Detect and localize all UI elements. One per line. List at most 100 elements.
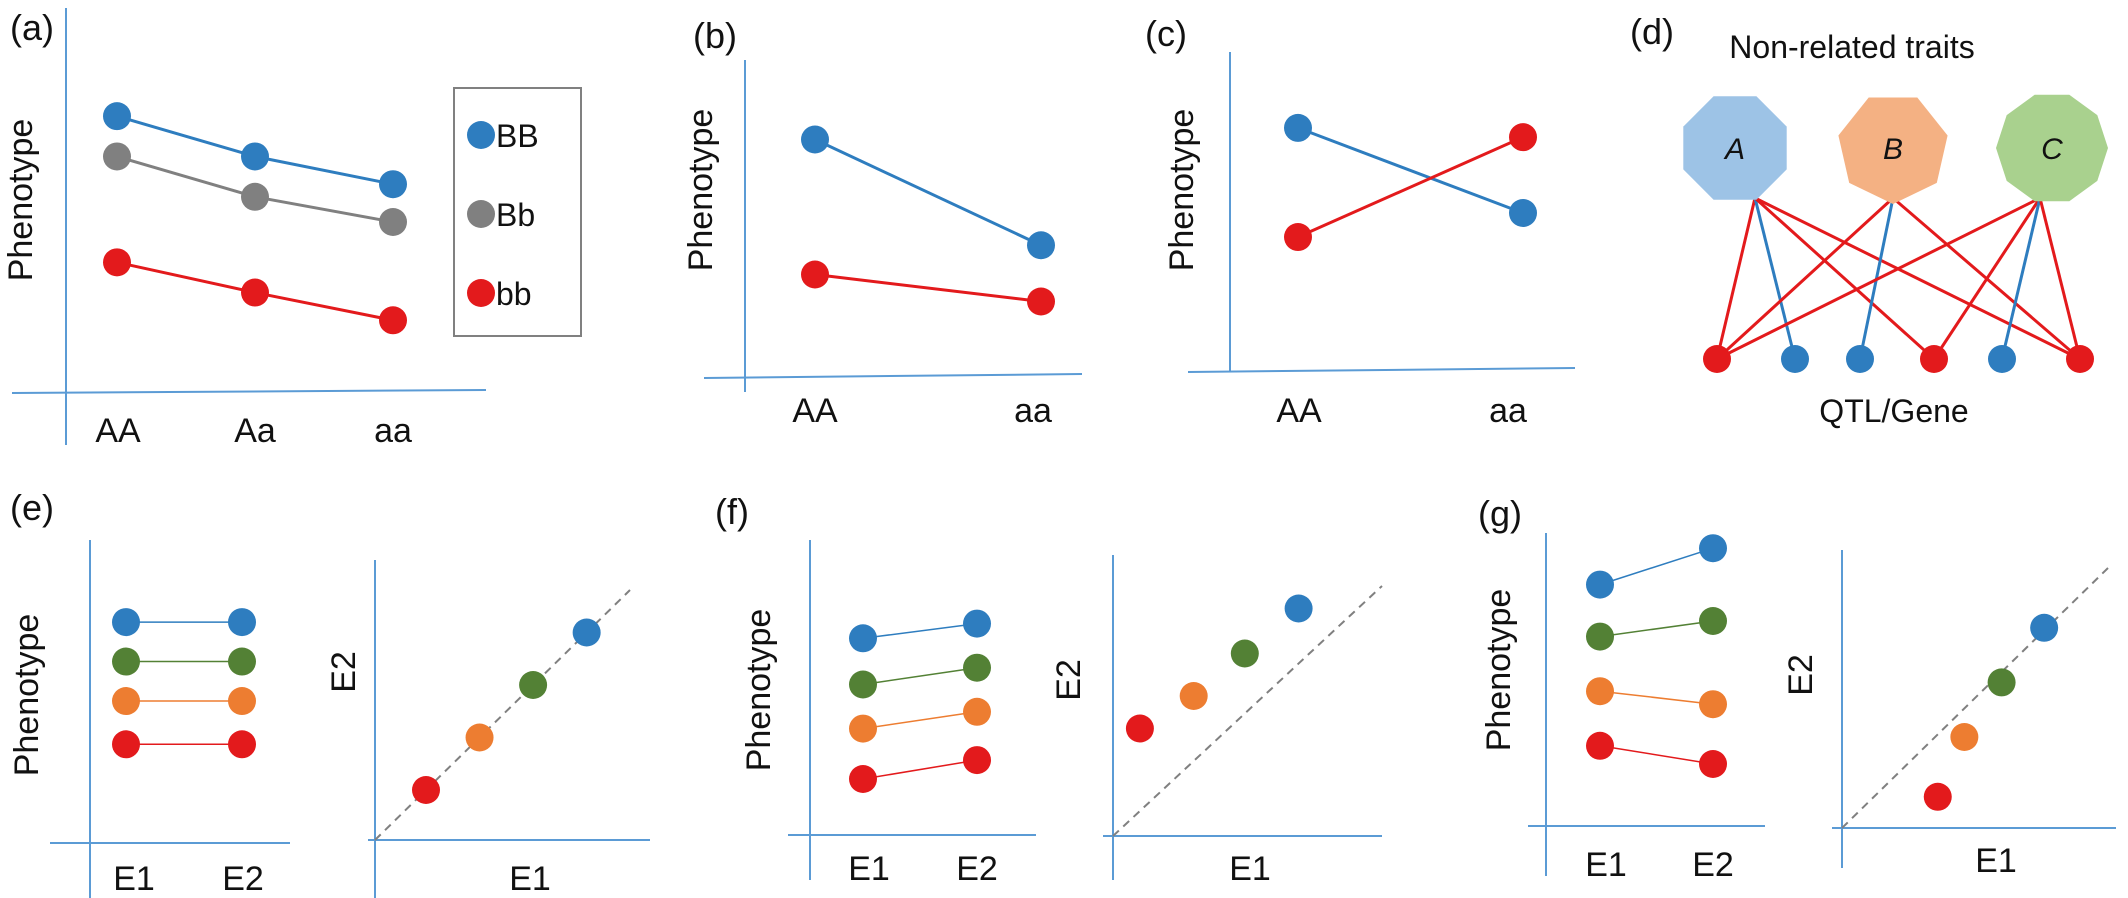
panel-a-series-red-segment-0 (116, 260, 256, 295)
panel-a-point-gray-0 (103, 142, 131, 171)
legend-label-bb-lower: bb (496, 276, 532, 312)
panel-e-x-tick-2: E2 (222, 860, 264, 898)
panel-b-x-tick-1: AA (792, 392, 838, 430)
figure-labels: (a) (b) (c) (d) (e) (f) (g) Phenotype AA… (2, 7, 2017, 898)
panel-g-point-green-1 (1699, 607, 1727, 635)
qtl-node-red-3 (1920, 345, 1948, 373)
panel-d-title: Non-related traits (1729, 29, 1974, 65)
panel-e-point-orange-0 (112, 687, 140, 716)
panel-label-f: (f) (715, 491, 749, 532)
legend-label-bb-upper: BB (496, 118, 539, 154)
panel-a-series-gray-segment-1 (254, 195, 394, 224)
panel-e-point-green-1 (228, 647, 256, 676)
panel-b-y-axis-title: Phenotype (682, 109, 720, 272)
panel-g-scatter-scatter-point-red (1923, 782, 1952, 811)
panel-f-y-axis-title: Phenotype (740, 609, 778, 772)
panel-a-point-blue-2 (379, 170, 407, 199)
panel-c-point-blue-1 (1509, 199, 1537, 227)
panel-e-scatter-scatter-point-blue (572, 618, 601, 647)
panel-label-b: (b) (693, 15, 737, 56)
panel-a-x-tick-1: AA (95, 412, 141, 450)
network-edge-a-0 (1715, 197, 1757, 360)
qtl-node-red-0 (1703, 345, 1731, 373)
panel-f-x-tick-2: E2 (956, 850, 998, 888)
panel-a-point-gray-2 (379, 208, 407, 236)
panel-g-scatter-scatter-point-blue (2030, 613, 2059, 642)
panel-g-point-blue-0 (1586, 570, 1614, 599)
panel-a-x-tick-2: Aa (234, 412, 276, 450)
trait-shape-c (1996, 94, 2108, 202)
panel-f-point-orange-1 (963, 697, 991, 726)
panel-g-point-green-0 (1586, 622, 1614, 651)
panel-a-series-blue-segment-1 (254, 155, 394, 186)
network-edge-c-4 (2000, 197, 2042, 360)
panel-b-x-axis (703, 373, 1083, 379)
panel-f-point-green-0 (849, 670, 877, 699)
panel-e-y-axis-title: Phenotype (8, 614, 46, 777)
legend-marker-bb-0 (467, 121, 495, 149)
network-edge-c-3 (1932, 197, 2042, 360)
qtl-node-blue-2 (1846, 345, 1874, 373)
network-edge-a-1 (1753, 197, 1797, 360)
trait-label-b: B (1883, 133, 1903, 166)
panel-e-scatter-scatter-point-orange (465, 723, 494, 752)
trait-nodes: A B C (1683, 94, 2108, 373)
panel-f-point-red-0 (849, 765, 877, 793)
qtl-node-blue-4 (1988, 345, 2016, 373)
panel-e-point-blue-1 (228, 608, 256, 637)
panel-g-series-green-segment-0 (1599, 620, 1714, 638)
panel-a-point-red-0 (103, 248, 131, 277)
legend-marker-bb-1 (467, 200, 495, 228)
panel-e-scatter-x-title: E1 (509, 860, 551, 898)
panel-g-point-orange-0 (1586, 677, 1614, 706)
panel-c-point-blue-0 (1284, 113, 1312, 142)
panel-e-scatter-scatter-point-red (412, 776, 440, 804)
network-edge-c-0 (1716, 196, 2041, 361)
panel-g-scatter-y-title: E2 (1782, 654, 1820, 696)
panel-f-scatter-x-title: E1 (1229, 850, 1271, 888)
panel-f-point-orange-0 (849, 714, 877, 743)
panel-f-point-blue-1 (963, 609, 991, 638)
network-edge-a-5 (1754, 196, 2081, 361)
network-edges (1715, 196, 2082, 361)
panel-f-series-green-segment-0 (862, 666, 978, 686)
panel-f-point-red-1 (963, 746, 991, 775)
panel-f-series-blue-segment-0 (862, 622, 978, 640)
panel-g-scatter-x-title: E1 (1975, 842, 2017, 880)
network-edge-a-3 (1753, 196, 1936, 361)
trait-shape-b (1838, 97, 1948, 204)
panel-g-x-tick-2: E2 (1692, 846, 1734, 884)
panel-g-point-red-1 (1699, 750, 1727, 778)
panel-d-nodes-label: QTL/Gene (1819, 393, 1968, 429)
panel-label-g: (g) (1478, 493, 1522, 534)
panel-g-series-red-segment-0 (1599, 745, 1714, 765)
panel-e-point-orange-1 (228, 687, 256, 716)
panel-a-legend-box (453, 87, 582, 337)
panel-f-scatter-scatter-point-orange (1179, 682, 1208, 710)
panel-e-point-red-0 (112, 730, 140, 759)
panel-c-x-tick-2: aa (1489, 392, 1527, 430)
panel-g-scatter-diagonal-line (1841, 567, 2109, 829)
panel-f-x-tick-1: E1 (848, 850, 890, 888)
panel-c-x-axis (1187, 367, 1576, 373)
chart-marks (11, 8, 2116, 898)
panel-f-series-orange-segment-0 (862, 711, 978, 730)
panel-f-scatter-diagonal-line (1112, 585, 1383, 837)
panel-f-scatter-scatter-point-blue (1284, 594, 1313, 623)
panel-f-scatter-scatter-point-green (1230, 639, 1259, 668)
panel-f-scatter-scatter-point-red (1125, 714, 1154, 743)
panel-b-point-red-0 (801, 260, 829, 289)
panel-g-y-axis-title: Phenotype (1480, 589, 1518, 752)
panel-b-x-tick-2: aa (1014, 392, 1052, 430)
panel-c-series-blue-segment-0 (1297, 126, 1524, 215)
panel-b-series-red-segment-0 (814, 273, 1042, 303)
panel-a-y-axis-title: Phenotype (2, 119, 40, 282)
panel-b-point-blue-0 (801, 125, 829, 154)
panel-g-scatter-scatter-point-orange (1950, 723, 1979, 751)
panel-e-point-red-1 (228, 730, 256, 759)
panel-a-series-red-segment-1 (254, 291, 394, 322)
panel-g-point-blue-1 (1699, 534, 1727, 563)
panel-a-point-red-1 (241, 278, 269, 307)
panel-f-point-blue-0 (849, 624, 877, 653)
